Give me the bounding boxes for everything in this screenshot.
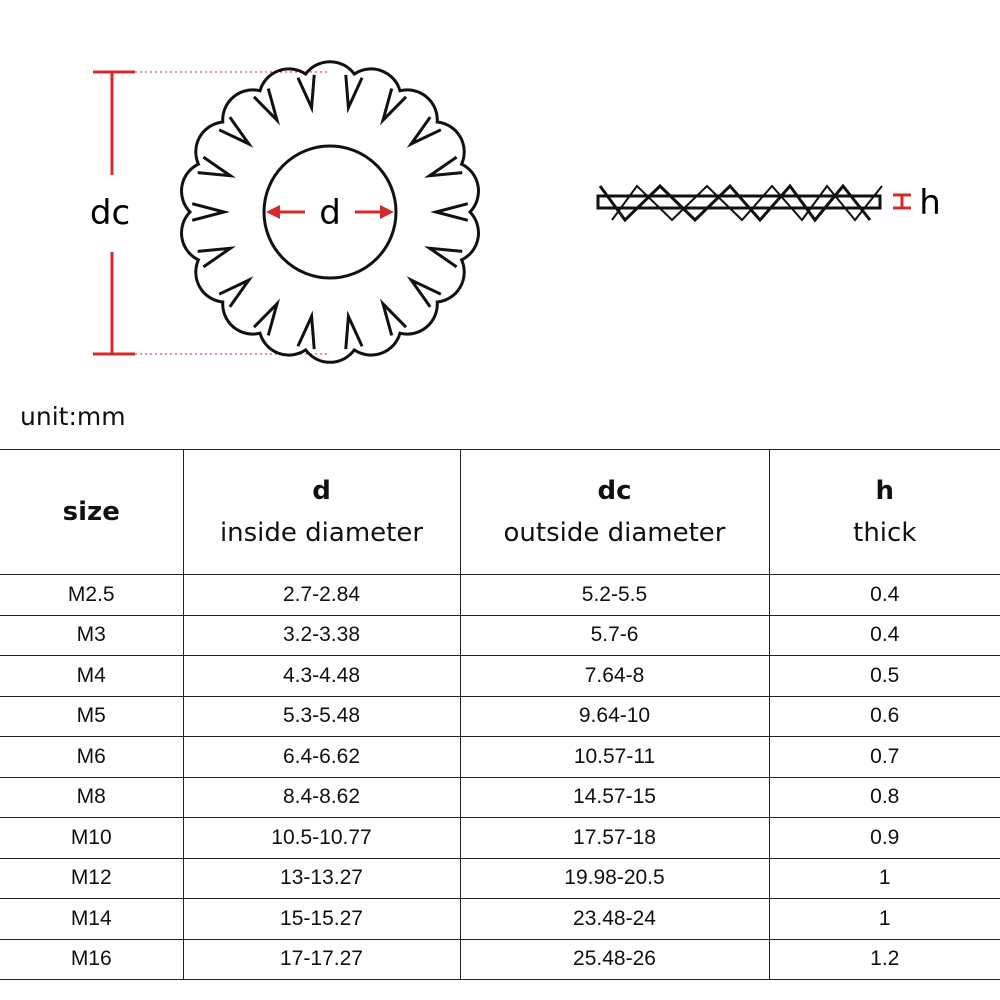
washer-tooth <box>406 116 442 148</box>
washer-tooth <box>430 202 469 222</box>
dc-label: dc <box>90 193 130 233</box>
washer-tooth <box>252 298 280 336</box>
table-cell: 1 <box>768 898 1000 940</box>
table-cell: 5.7-6 <box>459 614 770 656</box>
column-header: dc outside diameter <box>459 449 770 575</box>
table-cell: 19.98-20.5 <box>459 857 770 899</box>
washer-tooth <box>191 202 230 222</box>
table-cell: 17.57-18 <box>459 817 770 859</box>
washer-side-teeth <box>598 183 872 223</box>
table-cell: 7.64-8 <box>459 655 770 697</box>
washer-diagram: dc d h <box>90 60 941 364</box>
table-cell: 5.2-5.5 <box>459 574 770 616</box>
column-symbol: d <box>312 476 331 506</box>
unit-label: unit:mm <box>20 402 126 431</box>
washer-tooth <box>252 88 280 126</box>
table-cell: 0.6 <box>768 695 1000 737</box>
column-description: outside diameter <box>503 518 726 548</box>
washer-tooth <box>218 116 254 148</box>
table-cell: M16 <box>0 938 184 980</box>
table-cell: 10.5-10.77 <box>182 817 461 859</box>
table-row: M16 17-17.27 25.48-26 1.2 <box>0 938 1000 980</box>
washer-hole <box>262 144 398 280</box>
inside-diameter-dimension <box>266 205 394 219</box>
outside-diameter-dimension <box>93 70 330 356</box>
table-cell: M3 <box>0 614 184 656</box>
column-header: size <box>0 449 184 575</box>
table-cell: 1 <box>768 857 1000 899</box>
washer-outer-edge <box>180 60 480 364</box>
table-row: M10 10.5-10.77 17.57-18 0.9 <box>0 817 1000 859</box>
table-row: M8 8.4-8.62 14.57-15 0.8 <box>0 776 1000 818</box>
table-cell: 5.3-5.48 <box>182 695 461 737</box>
washer-tooth <box>424 246 463 269</box>
table-header-row: size d inside diameter dc outside diameter h t… <box>0 449 1000 575</box>
column-header: d inside diameter <box>182 449 461 575</box>
table-cell: M14 <box>0 898 184 940</box>
table-row: M2.5 2.7-2.84 5.2-5.5 0.4 <box>0 574 1000 616</box>
table-cell: 17-17.27 <box>182 938 461 980</box>
table-cell: 14.57-15 <box>459 776 770 818</box>
washer-tooth <box>197 155 236 178</box>
washer-tooth <box>197 246 236 269</box>
table-cell: M10 <box>0 817 184 859</box>
column-symbol: size <box>62 497 120 527</box>
washer-tooth <box>380 88 408 126</box>
column-header: h thick <box>768 449 1000 575</box>
table-cell: 10.57-11 <box>459 736 770 778</box>
column-symbol: dc <box>597 476 632 506</box>
washer-top-view <box>180 60 480 364</box>
table-cell: 0.9 <box>768 817 1000 859</box>
table-cell: 15-15.27 <box>182 898 461 940</box>
thickness-dimension <box>893 193 911 210</box>
table-cell: 8.4-8.62 <box>182 776 461 818</box>
washer-tooth <box>344 74 364 114</box>
washer-tooth <box>218 276 254 308</box>
table-cell: 25.48-26 <box>459 938 770 980</box>
table-cell: 13-13.27 <box>182 857 461 899</box>
table-row: M6 6.4-6.62 10.57-11 0.7 <box>0 736 1000 778</box>
d-label: d <box>319 193 341 233</box>
column-description: thick <box>853 518 917 548</box>
table-cell: 2.7-2.84 <box>182 574 461 616</box>
table-row: M4 4.3-4.48 7.64-8 0.5 <box>0 655 1000 697</box>
column-description: inside diameter <box>219 518 424 548</box>
table-cell: 0.4 <box>768 614 1000 656</box>
washer-tooth <box>344 310 364 350</box>
table-cell: 4.3-4.48 <box>182 655 461 697</box>
table-cell: 0.5 <box>768 655 1000 697</box>
table-row: M12 13-13.27 19.98-20.5 1 <box>0 857 1000 899</box>
table-cell: 0.7 <box>768 736 1000 778</box>
table-row: M5 5.3-5.48 9.64-10 0.6 <box>0 695 1000 737</box>
washer-tooth <box>424 155 463 178</box>
washer-side-teeth <box>611 184 883 222</box>
table-cell: 1.2 <box>768 938 1000 980</box>
table-cell: 6.4-6.62 <box>182 736 461 778</box>
table-row: M14 15-15.27 23.48-24 1 <box>0 898 1000 940</box>
column-symbol: h <box>875 476 894 506</box>
specification-table: size d inside diameter dc outside diameter h t… <box>0 449 1000 980</box>
washer-side-view <box>596 183 883 223</box>
washer-tooth <box>380 298 408 336</box>
table-cell: M12 <box>0 857 184 899</box>
table-cell: 9.64-10 <box>459 695 770 737</box>
table-cell: M4 <box>0 655 184 697</box>
table-cell: 23.48-24 <box>459 898 770 940</box>
table-cell: M5 <box>0 695 184 737</box>
table-cell: M2.5 <box>0 574 184 616</box>
table-row: M3 3.2-3.38 5.7-6 0.4 <box>0 614 1000 656</box>
table-cell: M6 <box>0 736 184 778</box>
table-cell: 3.2-3.38 <box>182 614 461 656</box>
table-cell: M8 <box>0 776 184 818</box>
washer-tooth <box>296 310 316 350</box>
table-cell: 0.4 <box>768 574 1000 616</box>
washer-tooth <box>406 276 442 308</box>
table-cell: 0.8 <box>768 776 1000 818</box>
washer-tooth <box>296 74 316 114</box>
h-label: h <box>919 183 941 223</box>
